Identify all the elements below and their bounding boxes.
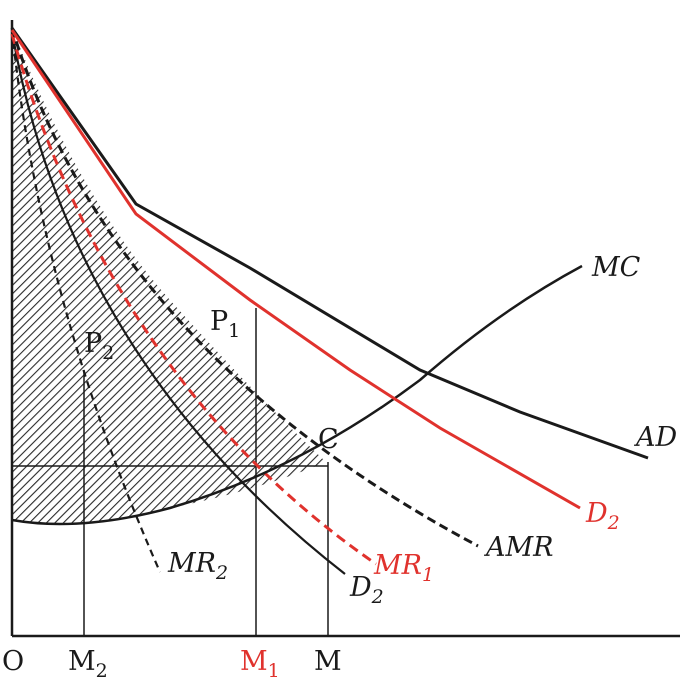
ad-curve — [10, 27, 649, 460]
mr1-curve — [10, 33, 377, 566]
d2-red-curve — [10, 29, 581, 510]
m1-label: M1 — [240, 646, 280, 682]
mr1-label: MR1 — [373, 550, 434, 586]
shaded-area — [12, 28, 326, 524]
p2-label: P2 — [84, 328, 114, 364]
mr2-curve — [10, 29, 162, 573]
amr-label: AMR — [483, 532, 553, 563]
origin-label: O — [2, 646, 24, 677]
mr2-label: MR2 — [167, 548, 228, 584]
mc-curve — [11, 264, 583, 526]
m-label: M — [314, 646, 342, 677]
p1-label: P1 — [210, 306, 240, 342]
c-label: C — [318, 424, 339, 455]
m2-label: M2 — [68, 646, 108, 682]
mc-label: MC — [591, 252, 641, 283]
d2-red-label: D2 — [585, 498, 620, 534]
amr-curve — [10, 27, 479, 548]
d2-black-curve — [10, 31, 346, 575]
d2-black-label: D2 — [349, 572, 384, 608]
ad-label: AD — [633, 422, 677, 453]
